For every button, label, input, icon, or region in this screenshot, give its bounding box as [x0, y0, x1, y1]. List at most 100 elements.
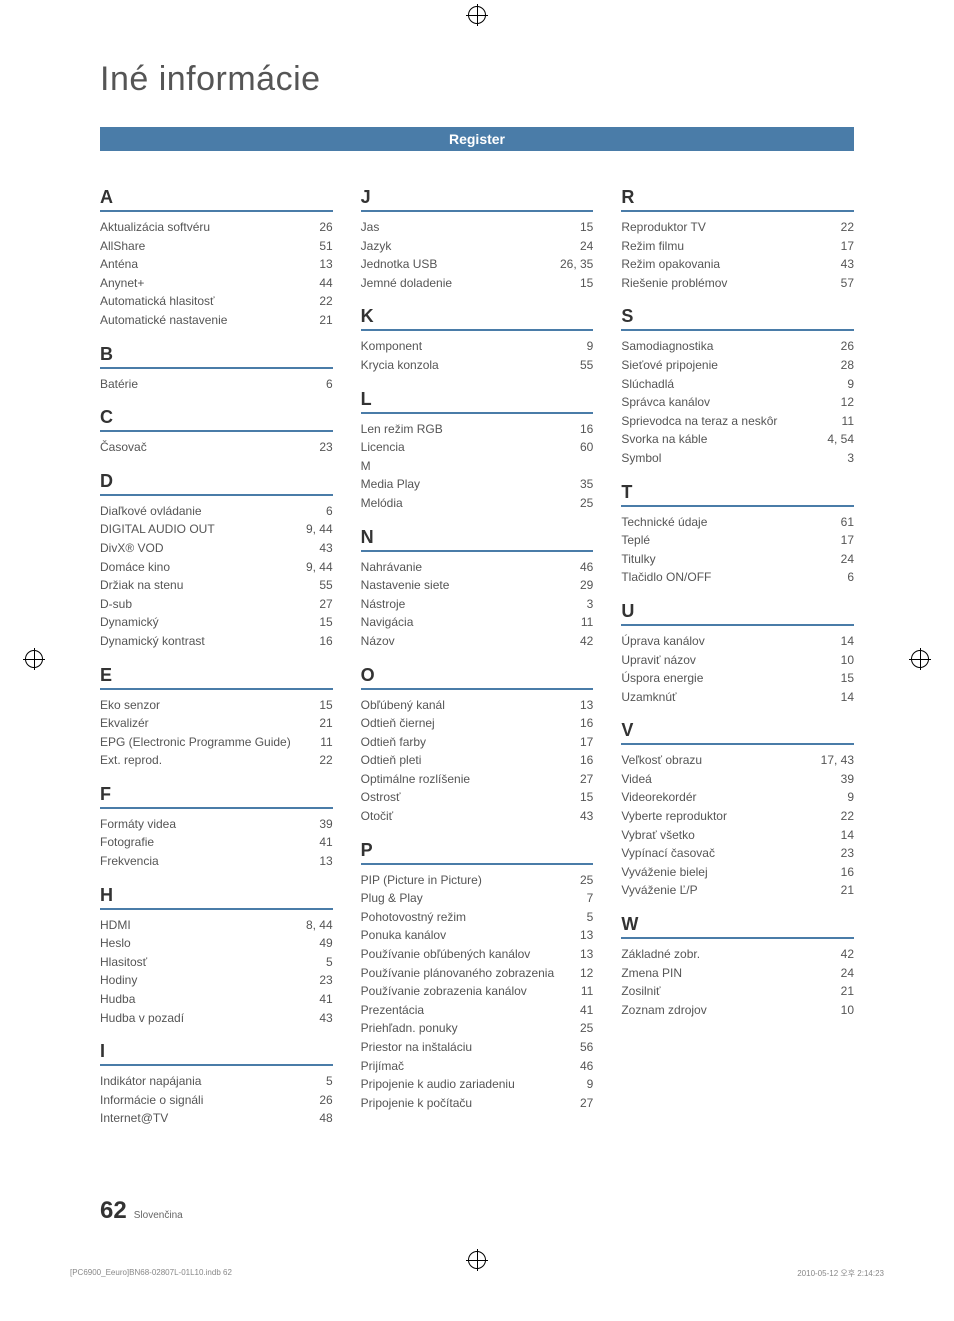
index-entry: Prezentácia41	[361, 1001, 594, 1020]
index-page-ref: 41	[580, 1001, 593, 1020]
index-page-ref: 51	[319, 237, 332, 256]
index-page-ref: 25	[580, 494, 593, 513]
index-page-ref: 9	[587, 337, 594, 356]
index-page-ref: 21	[841, 881, 854, 900]
index-entry: Optimálne rozlíšenie27	[361, 770, 594, 789]
index-term: Vypínací časovač	[621, 844, 840, 863]
index-entry: Hudba41	[100, 990, 333, 1009]
index-entry: Reproduktor TV22	[621, 218, 854, 237]
index-term: Odtieň čiernej	[361, 714, 580, 733]
index-page-ref: 9	[847, 375, 854, 394]
index-entry: Aktualizácia softvéru26	[100, 218, 333, 237]
index-term: Hodiny	[100, 971, 319, 990]
index-term: Media Play	[361, 475, 580, 494]
index-term: Technické údaje	[621, 513, 840, 532]
index-term: Informácie o signáli	[100, 1091, 319, 1110]
index-page-ref: 14	[841, 632, 854, 651]
index-term: Komponent	[361, 337, 587, 356]
index-term: Fotografie	[100, 833, 319, 852]
index-entry: HDMI8, 44	[100, 916, 333, 935]
index-term: Hudba v pozadí	[100, 1009, 319, 1028]
index-page-ref: 27	[580, 770, 593, 789]
index-page-ref: 26	[841, 337, 854, 356]
index-page-ref: 24	[841, 550, 854, 569]
index-page-ref: 21	[319, 714, 332, 733]
index-entry: Otočiť43	[361, 807, 594, 826]
index-entry: D-sub27	[100, 595, 333, 614]
index-entry: Úspora energie15	[621, 669, 854, 688]
index-page-ref: 9, 44	[306, 520, 333, 539]
index-term: Nahrávanie	[361, 558, 580, 577]
index-page-ref: 22	[841, 807, 854, 826]
index-entry: Nástroje3	[361, 595, 594, 614]
registration-mark-bottom	[468, 1251, 486, 1269]
index-term: Diaľkové ovládanie	[100, 502, 326, 521]
index-term: Pripojenie k počítaču	[361, 1094, 580, 1113]
index-term: Používanie plánovaného zobrazenia	[361, 964, 580, 983]
index-entry: Symbol3	[621, 449, 854, 468]
index-entry: Vybrať všetko14	[621, 826, 854, 845]
index-page-ref: 22	[319, 751, 332, 770]
index-entry: Titulky24	[621, 550, 854, 569]
index-page-ref: 15	[580, 218, 593, 237]
index-page-ref: 15	[841, 669, 854, 688]
index-entry: Ext. reprod.22	[100, 751, 333, 770]
index-term: Anténa	[100, 255, 319, 274]
index-entry: Tlačidlo ON/OFF6	[621, 568, 854, 587]
index-entry: Automatické nastavenie21	[100, 311, 333, 330]
index-entry: Hodiny23	[100, 971, 333, 990]
index-letter-heading: H	[100, 885, 333, 910]
index-term: Licencia	[361, 438, 580, 457]
index-page-ref: 28	[841, 356, 854, 375]
index-entry: Režim opakovania43	[621, 255, 854, 274]
index-page-ref: 17	[580, 733, 593, 752]
index-page-ref: 15	[319, 613, 332, 632]
index-entry: Hlasitosť5	[100, 953, 333, 972]
index-term: Navigácia	[361, 613, 581, 632]
index-entry: Režim filmu17	[621, 237, 854, 256]
index-entry: Batérie6	[100, 375, 333, 394]
index-letter-heading: A	[100, 187, 333, 212]
index-entry: Sieťové pripojenie28	[621, 356, 854, 375]
index-page-ref: 3	[587, 595, 594, 614]
index-entry: Jednotka USB26, 35	[361, 255, 594, 274]
index-page-ref: 43	[319, 539, 332, 558]
index-entry: Indikátor napájania5	[100, 1072, 333, 1091]
page-title: Iné informácie	[100, 60, 854, 99]
index-letter-heading: F	[100, 784, 333, 809]
index-term: Sprievodca na teraz a neskôr	[621, 412, 841, 431]
index-term: Zoznam zdrojov	[621, 1001, 840, 1020]
index-letter-heading: L	[361, 389, 594, 414]
index-entry: Plug & Play7	[361, 889, 594, 908]
index-page-ref: 17	[841, 237, 854, 256]
index-entry: Dynamický kontrast16	[100, 632, 333, 651]
index-term: Optimálne rozlíšenie	[361, 770, 580, 789]
index-page-ref: 60	[580, 438, 593, 457]
index-term: Priestor na inštaláciu	[361, 1038, 580, 1057]
index-letter-heading: K	[361, 306, 594, 331]
index-page-ref: 12	[841, 393, 854, 412]
index-page-ref: 46	[580, 1057, 593, 1076]
index-term: Režim filmu	[621, 237, 840, 256]
index-entry: Držiak na stenu55	[100, 576, 333, 595]
index-entry: Priestor na inštaláciu56	[361, 1038, 594, 1057]
index-term: EPG (Electronic Programme Guide)	[100, 733, 320, 752]
index-page-ref: 41	[319, 990, 332, 1009]
index-entry: Svorka na káble4, 54	[621, 430, 854, 449]
index-term: Samodiagnostika	[621, 337, 840, 356]
index-entry: Používanie obľúbených kanálov13	[361, 945, 594, 964]
print-metadata-line: [PC6900_Eeuro]BN68-02807L-01L10.indb 62 …	[70, 1268, 884, 1279]
index-letter-heading: O	[361, 665, 594, 690]
index-entry: Úprava kanálov14	[621, 632, 854, 651]
index-page-ref: 22	[319, 292, 332, 311]
index-term: Základné zobr.	[621, 945, 840, 964]
index-letter-heading: D	[100, 471, 333, 496]
index-entry: Odtieň čiernej16	[361, 714, 594, 733]
registration-mark-left	[25, 650, 43, 668]
index-page-ref: 11	[842, 412, 854, 431]
index-letter-heading: B	[100, 344, 333, 369]
index-term: Slúchadlá	[621, 375, 847, 394]
index-term: Ekvalizér	[100, 714, 319, 733]
index-term: Dynamický kontrast	[100, 632, 319, 651]
index-page-ref: 13	[580, 945, 593, 964]
